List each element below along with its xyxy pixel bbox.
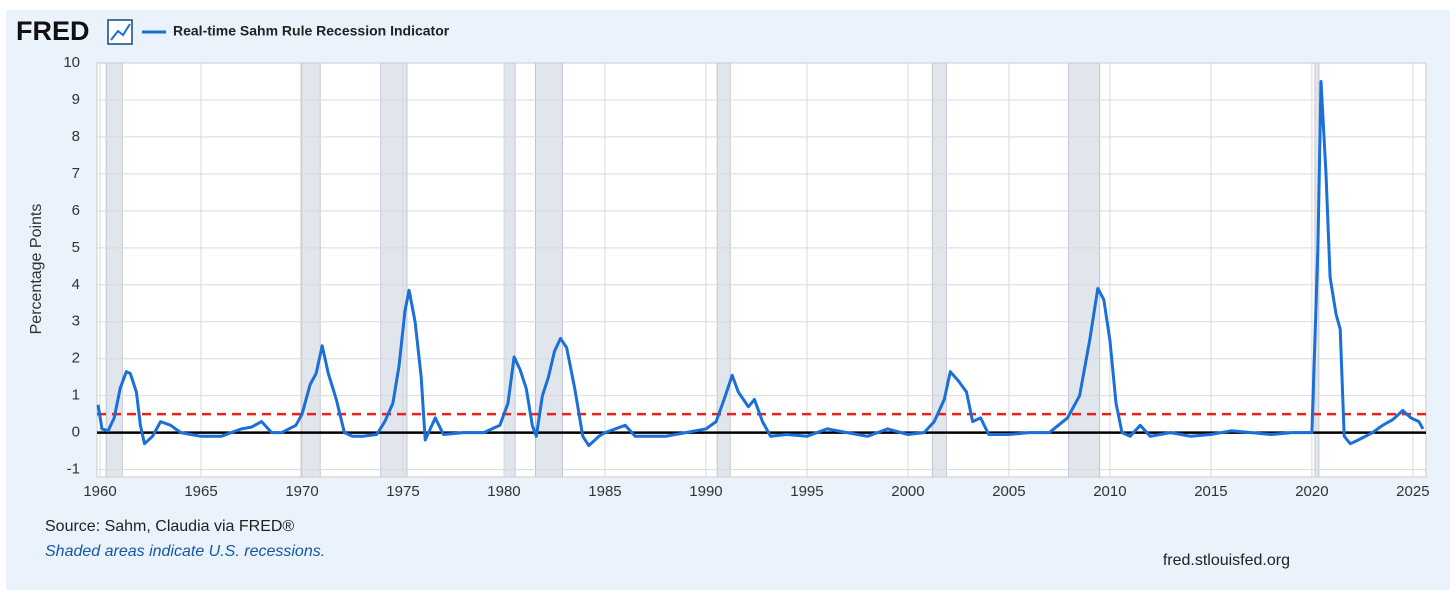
x-tick-label: 1970 (285, 483, 318, 500)
note: Shaded areas indicate U.S. recessions. (45, 543, 325, 560)
x-tick-label: 2020 (1295, 483, 1328, 500)
y-tick-label: 10 (63, 54, 80, 71)
logo: FRED (16, 16, 90, 46)
site: fred.stlouisfed.org (1163, 552, 1290, 569)
y-tick-label: 9 (72, 91, 80, 108)
y-tick-label: -1 (67, 461, 80, 478)
x-tick-label: 2000 (891, 483, 924, 500)
x-tick-label: 1995 (790, 483, 823, 500)
x-tick-label: 1990 (689, 483, 722, 500)
x-tick-label: 2005 (992, 483, 1025, 500)
x-tick-label: 1985 (588, 483, 621, 500)
y-tick-label: 5 (72, 239, 80, 256)
x-tick-label: 2025 (1396, 483, 1429, 500)
x-tick-label: 2015 (1194, 483, 1227, 500)
y-tick-label: 2 (72, 350, 80, 367)
y-axis-label: Percentage Points (28, 204, 45, 335)
y-tick-label: 7 (72, 165, 80, 182)
logo-icon-line (110, 23, 131, 41)
x-tick-label: 1960 (83, 483, 116, 500)
x-tick-label: 1975 (386, 483, 419, 500)
series-line (96, 80, 1425, 448)
y-tick-label: 1 (72, 387, 80, 404)
x-tick-label: 2010 (1093, 483, 1126, 500)
y-tick-label: 8 (72, 128, 80, 145)
y-tick-label: 3 (72, 313, 80, 330)
y-tick-label: 0 (72, 424, 80, 441)
plot-border (96, 62, 1427, 478)
source: Source: Sahm, Claudia via FRED® (45, 518, 294, 535)
x-tick-label: 1980 (487, 483, 520, 500)
legend-label: Real-time Sahm Rule Recession Indicator (173, 23, 450, 39)
x-tick-label: 1965 (184, 483, 217, 500)
y-tick-label: 4 (72, 276, 80, 293)
y-tick-label: 6 (72, 202, 80, 219)
